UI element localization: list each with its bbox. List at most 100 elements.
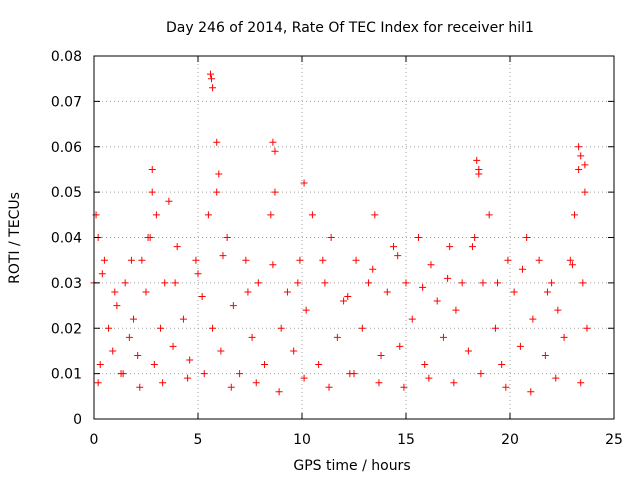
x-tick-label: 15 bbox=[397, 432, 415, 448]
data-point bbox=[236, 370, 244, 378]
data-point bbox=[296, 256, 304, 264]
data-point bbox=[321, 279, 329, 287]
y-tick-label: 0.04 bbox=[51, 231, 82, 247]
data-point bbox=[134, 351, 142, 359]
data-point bbox=[552, 374, 560, 382]
data-point bbox=[194, 270, 202, 278]
data-point bbox=[396, 342, 404, 350]
data-point bbox=[419, 283, 427, 291]
data-point bbox=[371, 211, 379, 219]
data-point bbox=[502, 383, 510, 391]
data-point bbox=[130, 315, 138, 323]
data-point bbox=[184, 374, 192, 382]
data-point bbox=[208, 75, 216, 83]
data-point bbox=[581, 188, 589, 196]
data-point bbox=[148, 188, 156, 196]
data-point bbox=[244, 288, 252, 296]
data-point bbox=[340, 297, 348, 305]
data-point bbox=[570, 211, 578, 219]
data-point bbox=[333, 333, 341, 341]
y-tick-label: 0 bbox=[73, 412, 82, 428]
data-point bbox=[458, 279, 466, 287]
data-point bbox=[227, 383, 235, 391]
data-point bbox=[315, 361, 323, 369]
data-point bbox=[209, 84, 217, 92]
data-point bbox=[308, 211, 316, 219]
data-point bbox=[535, 256, 543, 264]
data-point bbox=[444, 274, 452, 282]
data-point bbox=[400, 383, 408, 391]
data-point bbox=[469, 243, 477, 251]
data-point bbox=[169, 342, 177, 350]
data-point bbox=[219, 252, 227, 260]
data-point bbox=[179, 315, 187, 323]
data-point bbox=[248, 333, 256, 341]
data-point bbox=[121, 279, 129, 287]
data-point bbox=[192, 256, 200, 264]
data-point bbox=[213, 138, 221, 146]
data-point bbox=[485, 211, 493, 219]
data-point bbox=[271, 188, 279, 196]
data-point bbox=[414, 234, 422, 241]
data-point bbox=[350, 370, 358, 378]
data-point bbox=[111, 288, 119, 296]
data-point bbox=[577, 152, 585, 160]
data-point bbox=[290, 347, 298, 355]
data-point bbox=[325, 383, 333, 391]
data-point bbox=[294, 279, 302, 287]
x-tick-label: 10 bbox=[293, 432, 311, 448]
y-axis-label: ROTI / TECUs bbox=[7, 192, 23, 284]
x-tick-label: 25 bbox=[605, 432, 623, 448]
data-point bbox=[548, 279, 556, 287]
y-tick-label: 0.05 bbox=[51, 185, 82, 201]
data-point bbox=[119, 370, 127, 378]
data-point bbox=[113, 302, 121, 310]
data-point bbox=[96, 361, 104, 369]
data-point bbox=[452, 306, 460, 314]
data-point bbox=[425, 374, 433, 382]
data-point bbox=[254, 279, 262, 287]
data-point bbox=[479, 279, 487, 287]
data-point bbox=[200, 370, 208, 378]
data-point bbox=[365, 279, 373, 287]
data-point bbox=[242, 256, 250, 264]
data-point bbox=[527, 388, 535, 396]
data-point bbox=[516, 342, 524, 350]
data-point bbox=[275, 388, 283, 396]
data-point bbox=[529, 315, 537, 323]
data-point bbox=[394, 252, 402, 260]
data-point bbox=[146, 234, 154, 241]
data-point bbox=[471, 234, 479, 241]
data-point bbox=[150, 361, 158, 369]
data-point bbox=[186, 356, 194, 364]
data-point bbox=[541, 351, 549, 359]
data-point bbox=[161, 279, 169, 287]
data-point bbox=[577, 379, 585, 387]
data-point bbox=[277, 324, 285, 332]
data-point bbox=[204, 211, 212, 219]
data-point bbox=[579, 279, 587, 287]
data-point bbox=[439, 333, 447, 341]
data-point bbox=[566, 256, 574, 264]
x-tick-label: 5 bbox=[194, 432, 203, 448]
data-point bbox=[568, 261, 576, 269]
data-point bbox=[152, 211, 160, 219]
data-point bbox=[138, 256, 146, 264]
data-point bbox=[173, 243, 181, 251]
x-axis-label: GPS time / hours bbox=[293, 458, 410, 474]
data-point bbox=[510, 288, 518, 296]
data-point bbox=[523, 234, 531, 241]
data-point bbox=[504, 256, 512, 264]
data-point bbox=[217, 347, 225, 355]
data-point bbox=[206, 70, 214, 78]
data-point bbox=[142, 288, 150, 296]
data-point bbox=[554, 306, 562, 314]
data-point bbox=[271, 147, 279, 155]
data-point bbox=[261, 361, 269, 369]
x-tick-label: 0 bbox=[90, 432, 99, 448]
data-point bbox=[491, 324, 499, 332]
data-point bbox=[127, 256, 135, 264]
y-tick-label: 0.03 bbox=[51, 276, 82, 292]
data-point bbox=[583, 324, 591, 332]
